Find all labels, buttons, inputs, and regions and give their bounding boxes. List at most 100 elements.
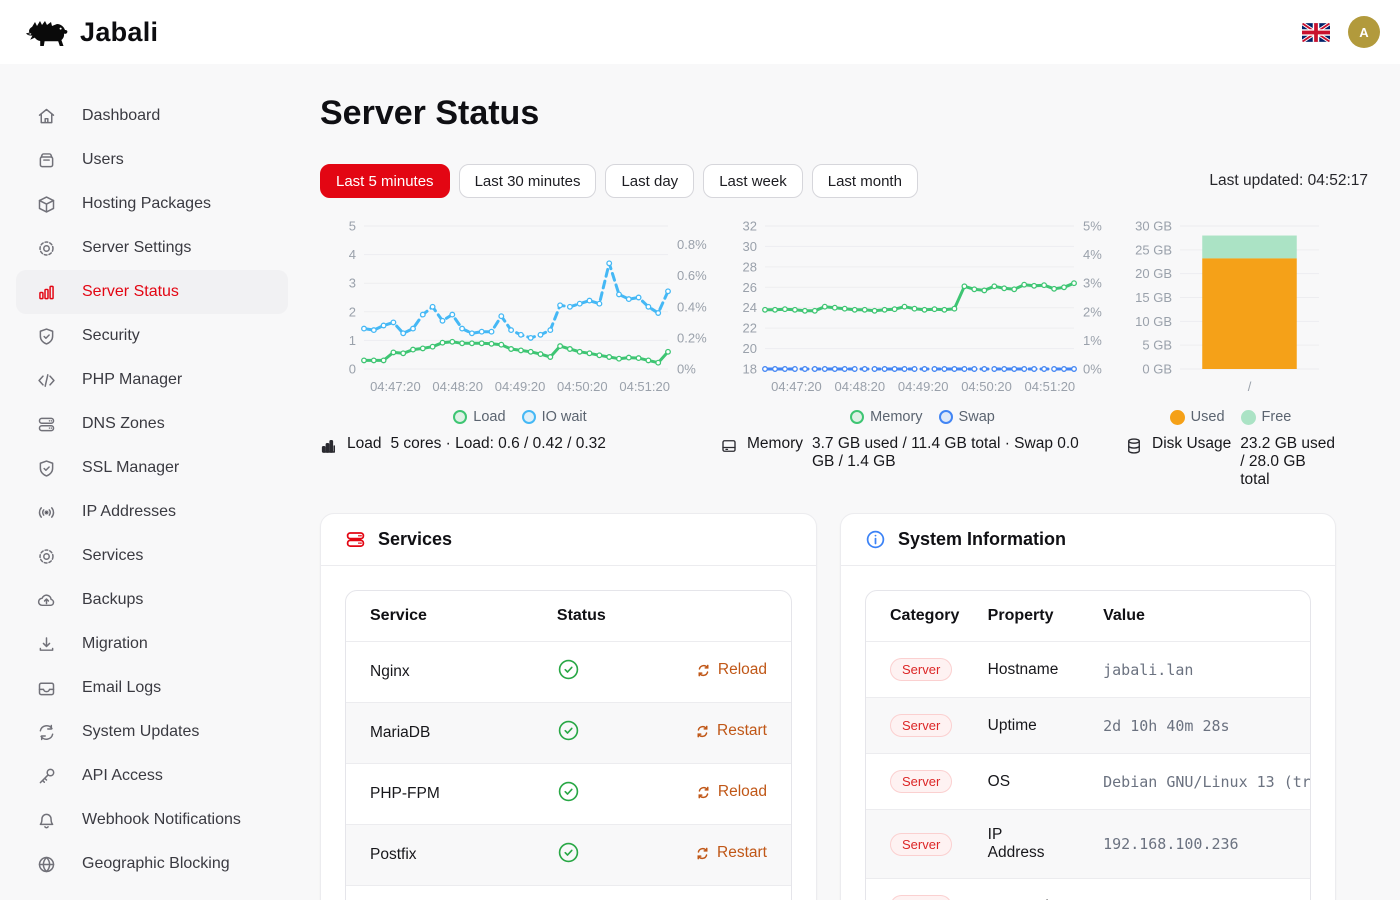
service-status bbox=[533, 886, 649, 900]
svg-text:1%: 1% bbox=[1083, 333, 1102, 348]
legend-item: IO wait bbox=[522, 409, 587, 425]
filter-last-day[interactable]: Last day bbox=[605, 164, 694, 198]
sidebar-item-system-updates[interactable]: System Updates bbox=[16, 710, 288, 754]
globe-icon bbox=[36, 854, 57, 875]
svg-text:0.2%: 0.2% bbox=[677, 330, 707, 345]
sidebar-item-api-access[interactable]: API Access bbox=[16, 754, 288, 798]
sysinfo-property: Connections bbox=[964, 879, 1079, 900]
sidebar-item-services[interactable]: Services bbox=[16, 534, 288, 578]
sysinfo-col-property: Property bbox=[964, 591, 1079, 642]
sidebar-item-label: Email Logs bbox=[82, 679, 161, 697]
sidebar-item-label: SSL Manager bbox=[82, 459, 179, 477]
filter-last-week[interactable]: Last week bbox=[703, 164, 803, 198]
services-card-title: Services bbox=[378, 529, 452, 550]
download-icon bbox=[36, 634, 57, 655]
svg-text:04:49:20: 04:49:20 bbox=[898, 379, 949, 394]
svg-text:5: 5 bbox=[349, 219, 356, 234]
sidebar-item-webhook-notifications[interactable]: Webhook Notifications bbox=[16, 798, 288, 842]
services-col-service: Service bbox=[346, 591, 533, 642]
charts-row: 5432100.8%0.6%0.4%0.2%0%04:47:2004:48:20… bbox=[320, 212, 1368, 425]
svg-text:0.4%: 0.4% bbox=[677, 299, 707, 314]
sidebar-item-geographic-blocking[interactable]: Geographic Blocking bbox=[16, 842, 288, 886]
sysinfo-col-category: Category bbox=[866, 591, 964, 642]
svg-text:04:48:20: 04:48:20 bbox=[432, 379, 483, 394]
sidebar-item-label: Geographic Blocking bbox=[82, 855, 230, 873]
sidebar-item-migration[interactable]: Migration bbox=[16, 622, 288, 666]
sysinfo-property: Uptime bbox=[964, 698, 1079, 754]
users-icon bbox=[36, 150, 57, 171]
svg-text:0%: 0% bbox=[677, 362, 696, 377]
category-badge: Server bbox=[890, 658, 952, 681]
sidebar-item-label: Dashboard bbox=[82, 107, 160, 125]
svg-text:2: 2 bbox=[349, 304, 356, 319]
sysinfo-row-uptime: ServerUptime2d 10h 40m 28s bbox=[866, 698, 1310, 754]
svg-text:3: 3 bbox=[349, 276, 356, 291]
sidebar-item-ssl-manager[interactable]: SSL Manager bbox=[16, 446, 288, 490]
svg-text:20 GB: 20 GB bbox=[1135, 266, 1172, 281]
sidebar-item-label: System Updates bbox=[82, 723, 199, 741]
svg-text:3%: 3% bbox=[1083, 276, 1102, 291]
sidebar-item-label: API Access bbox=[82, 767, 163, 785]
category-badge: Server bbox=[890, 770, 952, 793]
filter-last-30-minutes[interactable]: Last 30 minutes bbox=[459, 164, 597, 198]
refresh-icon bbox=[696, 785, 711, 800]
svg-text:4%: 4% bbox=[1083, 247, 1102, 262]
uk-flag-icon[interactable] bbox=[1302, 23, 1330, 42]
sidebar-item-email-logs[interactable]: Email Logs bbox=[16, 666, 288, 710]
shield-check-icon bbox=[36, 326, 57, 347]
sidebar-item-label: Hosting Packages bbox=[82, 195, 211, 213]
sidebar-item-label: Webhook Notifications bbox=[82, 811, 241, 829]
refresh-icon bbox=[695, 724, 710, 739]
load-chart: 5432100.8%0.6%0.4%0.2%0%04:47:2004:48:20… bbox=[320, 212, 720, 425]
svg-text:18: 18 bbox=[743, 362, 757, 377]
sidebar-item-server-status[interactable]: Server Status bbox=[16, 270, 288, 314]
service-status bbox=[533, 703, 649, 764]
sysinfo-value: jabali.lan bbox=[1079, 642, 1310, 698]
legend-dot bbox=[1241, 410, 1256, 425]
service-reload-button[interactable]: Reload bbox=[696, 783, 767, 801]
sidebar-item-server-settings[interactable]: Server Settings bbox=[16, 226, 288, 270]
sidebar-item-dns-zones[interactable]: DNS Zones bbox=[16, 402, 288, 446]
svg-text:20: 20 bbox=[743, 341, 757, 356]
svg-text:5%: 5% bbox=[1083, 219, 1102, 234]
sidebar-item-hosting-packages[interactable]: Hosting Packages bbox=[16, 182, 288, 226]
sysinfo-value: Debian GNU/Linux 13 (trixie) bbox=[1079, 754, 1310, 810]
service-restart-button[interactable]: Restart bbox=[695, 722, 767, 740]
svg-text:5 GB: 5 GB bbox=[1142, 338, 1172, 353]
sidebar-item-backups[interactable]: Backups bbox=[16, 578, 288, 622]
server-stack-icon bbox=[36, 414, 57, 435]
memory-stat: Memory 3.7 GB used / 11.4 GB total · Swa… bbox=[720, 435, 1125, 489]
sidebar: Dashboard Users Hosting Packages Server Set… bbox=[0, 64, 304, 900]
sysinfo-value: 2d 10h 40m 28s bbox=[1079, 698, 1310, 754]
system-info-card-title: System Information bbox=[898, 529, 1066, 550]
inbox-icon bbox=[36, 678, 57, 699]
category-badge: Server bbox=[890, 895, 952, 900]
svg-text:0: 0 bbox=[349, 362, 356, 377]
database-icon bbox=[1125, 437, 1143, 455]
user-avatar[interactable]: A bbox=[1348, 16, 1380, 48]
chart-legend: Load IO wait bbox=[453, 409, 586, 425]
sidebar-item-users[interactable]: Users bbox=[16, 138, 288, 182]
sidebar-item-dashboard[interactable]: Dashboard bbox=[16, 94, 288, 138]
key-icon bbox=[36, 766, 57, 787]
legend-dot bbox=[850, 410, 864, 424]
filter-last-month[interactable]: Last month bbox=[812, 164, 918, 198]
filter-last-5-minutes[interactable]: Last 5 minutes bbox=[320, 164, 450, 198]
legend-item: Memory bbox=[850, 409, 922, 425]
legend-dot bbox=[453, 410, 467, 424]
sidebar-item-ip-addresses[interactable]: IP Addresses bbox=[16, 490, 288, 534]
service-restart-button[interactable]: Restart bbox=[695, 844, 767, 862]
service-reload-button[interactable]: Reload bbox=[696, 661, 767, 679]
sysinfo-value: 113 bbox=[1079, 879, 1310, 900]
sidebar-item-security[interactable]: Security bbox=[16, 314, 288, 358]
load-stat: Load 5 cores · Load: 0.6 / 0.42 / 0.32 bbox=[320, 435, 720, 489]
disk-stat-value: 23.2 GB used / 28.0 GB total bbox=[1240, 435, 1336, 489]
service-name: Dovecot bbox=[346, 886, 533, 900]
app-title: Jabali bbox=[80, 17, 158, 48]
sidebar-item-php-manager[interactable]: PHP Manager bbox=[16, 358, 288, 402]
legend-item: Used bbox=[1170, 409, 1225, 425]
sidebar-item-label: Migration bbox=[82, 635, 148, 653]
services-col-status: Status bbox=[533, 591, 649, 642]
brand[interactable]: Jabali bbox=[24, 14, 158, 50]
boar-logo-icon bbox=[24, 14, 70, 50]
